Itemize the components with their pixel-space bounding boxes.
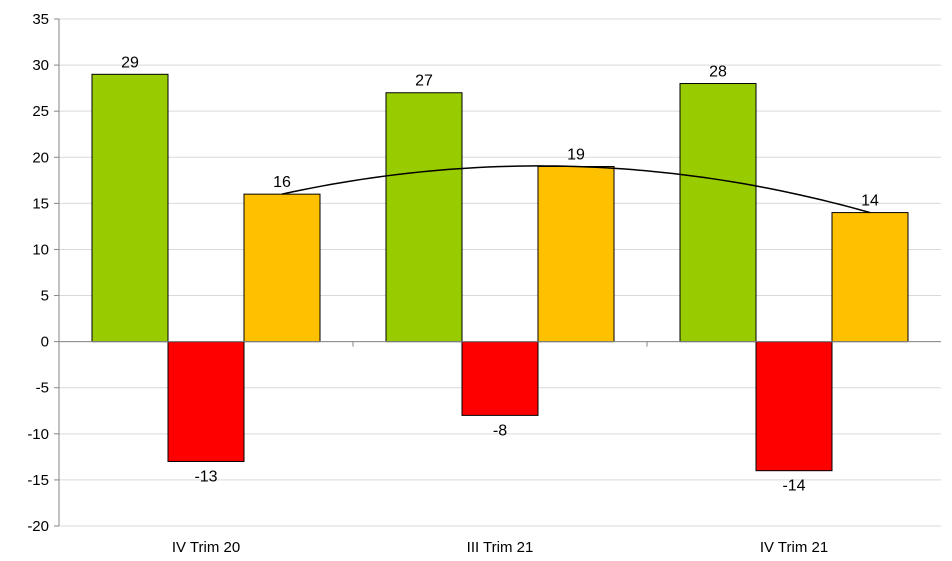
bar (831, 212, 909, 343)
y-tick-label: -10 (27, 426, 49, 443)
bar (91, 73, 169, 343)
data-label: 29 (121, 54, 139, 71)
data-label: -14 (782, 478, 805, 495)
data-labels: 29 27 28 -13 -8 -14 16 19 14 (121, 54, 879, 494)
y-tick-label: -5 (36, 380, 49, 397)
data-label: -8 (493, 422, 507, 439)
bar (461, 341, 539, 416)
x-tick-label: IV Trim 20 (172, 539, 240, 556)
y-tick-label: 10 (32, 241, 49, 258)
bar (679, 83, 757, 343)
y-tick-label: 5 (41, 288, 49, 305)
bar (755, 341, 833, 472)
bar (537, 165, 615, 343)
data-label: 14 (861, 193, 879, 210)
y-tick-label: 20 (32, 149, 49, 166)
data-label: -13 (194, 468, 217, 485)
bar (167, 341, 245, 462)
trendline (281, 165, 871, 214)
x-tick-label: IV Trim 21 (760, 539, 828, 556)
data-label: 16 (273, 174, 291, 191)
bar (385, 92, 463, 343)
y-tick-label: 15 (32, 195, 49, 212)
data-label: 19 (567, 146, 585, 163)
trendline-group (281, 165, 871, 214)
y-tick-label: -20 (27, 518, 49, 535)
bar (243, 193, 321, 343)
bars (91, 73, 909, 472)
y-tick-label: -15 (27, 472, 49, 489)
data-label: 28 (709, 64, 727, 81)
x-tick-label: III Trim 21 (467, 539, 534, 556)
y-tick-label: 30 (32, 57, 49, 74)
y-tick-label: 35 (32, 11, 49, 28)
y-tick-label: 0 (41, 334, 49, 351)
y-tick-label: 25 (32, 103, 49, 120)
data-label: 27 (415, 73, 433, 90)
axes: 35 30 25 20 15 10 5 0 -5 -10 -15 -20 IV Trim 20 III T… (27, 11, 941, 556)
